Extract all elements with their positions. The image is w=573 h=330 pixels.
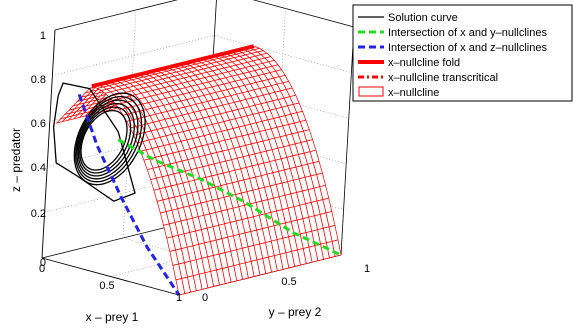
solution-loop-1 bbox=[75, 95, 143, 183]
box-edge-5 bbox=[340, 26, 355, 256]
z-tick-1: 0.2 bbox=[31, 208, 46, 220]
legend-item-xz-intersection: Intersection of x and z–nullclines bbox=[358, 42, 547, 54]
z-ticks: 0 0.2 0.4 0.6 0.8 1 bbox=[31, 30, 46, 269]
solution-loop-4 bbox=[79, 106, 132, 174]
z-tick-2: 0.4 bbox=[31, 162, 46, 174]
solution-loop-3 bbox=[77, 102, 135, 177]
z-tick-0: 0 bbox=[40, 257, 46, 269]
grid-floor-x-0 bbox=[110, 236, 273, 277]
x-tick-2: 1 bbox=[176, 292, 182, 304]
z-tick-5: 1 bbox=[40, 30, 46, 42]
legend-label-fold: x–nullcline fold bbox=[388, 57, 460, 69]
y-tick-2: 1 bbox=[364, 263, 370, 275]
xlabel: x – prey 1 bbox=[86, 310, 139, 324]
solution-relaxation bbox=[52, 82, 136, 202]
nullcline-surface bbox=[55, 44, 342, 296]
legend: Solution curve Intersection of x and y–n… bbox=[352, 4, 573, 102]
y-ticks: 0 0.5 1 bbox=[202, 263, 370, 304]
legend-label-nullcline: x–nullcline bbox=[388, 87, 439, 99]
zlabel: z – predator bbox=[9, 128, 23, 192]
legend-label-xy: Intersection of x and y–nullclines bbox=[388, 27, 547, 39]
axis-line-2 bbox=[41, 29, 56, 259]
legend-label-xz: Intersection of x and z–nullclines bbox=[388, 42, 547, 54]
z-tick-4: 0.8 bbox=[31, 74, 46, 86]
box-edge-2 bbox=[54, 0, 179, 31]
legend-label-transcritical: x–nullcline transcritical bbox=[388, 72, 498, 84]
x-tick-0: 0 bbox=[39, 263, 45, 275]
solution-loop-2 bbox=[76, 99, 139, 180]
legend-item-nullcline: x–nullcline bbox=[358, 86, 439, 99]
grid-z-3 bbox=[52, 35, 352, 76]
z-tick-3: 0.6 bbox=[31, 118, 46, 130]
series-line-0 bbox=[117, 138, 342, 257]
legend-item-fold: x–nullcline fold bbox=[358, 57, 460, 69]
fold-line bbox=[91, 44, 255, 89]
ylabel: y – prey 2 bbox=[269, 305, 322, 319]
series-line-1 bbox=[77, 93, 181, 296]
legend-label-solution: Solution curve bbox=[388, 12, 458, 24]
y-tick-1: 0.5 bbox=[281, 276, 296, 288]
x-tick-1: 0.5 bbox=[99, 280, 114, 292]
axis-line-0 bbox=[41, 257, 180, 296]
legend-item-transcritical: x–nullcline transcritical bbox=[358, 72, 498, 84]
solution-loop-0 bbox=[73, 92, 146, 186]
series-lines bbox=[77, 93, 342, 296]
solution-curve bbox=[52, 82, 146, 202]
solution-loop-5 bbox=[80, 109, 128, 171]
x-ticks: 0 0.5 1 bbox=[39, 263, 182, 304]
y-tick-0: 0 bbox=[202, 292, 208, 304]
legend-swatch-nullcline bbox=[358, 86, 384, 97]
legend-box bbox=[352, 4, 573, 102]
legend-item-solution: Solution curve bbox=[358, 12, 458, 24]
box-edge-1 bbox=[252, 0, 355, 28]
grid-z-2 bbox=[49, 80, 349, 122]
legend-item-xy-intersection: Intersection of x and y–nullclines bbox=[358, 27, 547, 39]
